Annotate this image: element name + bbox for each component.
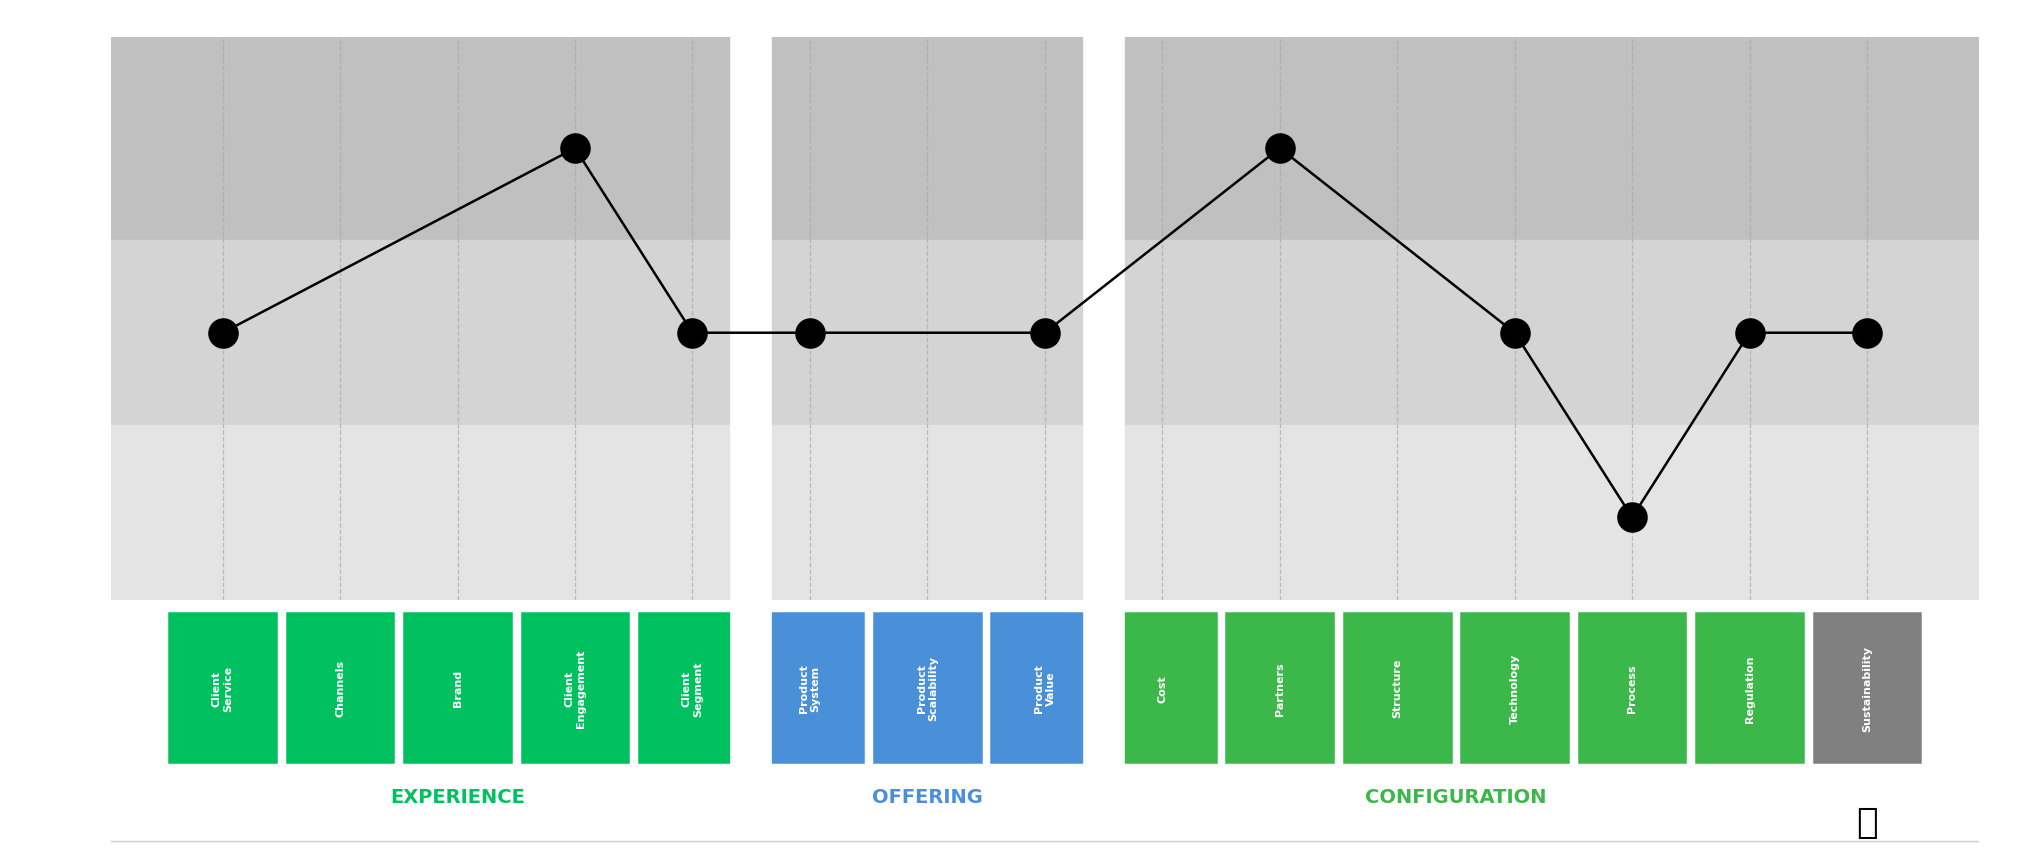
Text: Partners: Partners (1274, 661, 1284, 715)
FancyBboxPatch shape (166, 611, 279, 765)
Text: Sustainability: Sustainability (1862, 645, 1872, 731)
FancyBboxPatch shape (1458, 611, 1571, 765)
FancyBboxPatch shape (870, 611, 983, 765)
FancyBboxPatch shape (1575, 611, 1688, 765)
FancyBboxPatch shape (519, 611, 632, 765)
Text: Cost: Cost (1157, 674, 1167, 702)
Text: EXPERIENCE: EXPERIENCE (390, 787, 525, 806)
Text: Product
Scalability: Product Scalability (917, 655, 939, 721)
FancyBboxPatch shape (753, 611, 866, 765)
Text: Product
Value: Product Value (1034, 664, 1056, 712)
Text: OFFERING: OFFERING (872, 787, 983, 806)
FancyBboxPatch shape (1694, 611, 1805, 765)
Bar (111, 425, 1979, 601)
Text: Regulation: Regulation (1744, 654, 1755, 722)
Text: Client
Engagement: Client Engagement (563, 649, 586, 727)
FancyBboxPatch shape (1811, 611, 1924, 765)
Text: Channels: Channels (335, 659, 345, 717)
Bar (111, 241, 1979, 425)
Text: Structure: Structure (1393, 659, 1403, 717)
Text: Brand: Brand (452, 670, 462, 706)
Text: Product
System: Product System (800, 664, 820, 712)
FancyBboxPatch shape (285, 611, 396, 765)
Text: Client
Service: Client Service (212, 665, 234, 711)
Text: 🌱: 🌱 (1855, 805, 1878, 838)
FancyBboxPatch shape (989, 611, 1100, 765)
FancyBboxPatch shape (402, 611, 515, 765)
FancyBboxPatch shape (636, 611, 749, 765)
Text: Technology: Technology (1510, 653, 1520, 723)
Bar (111, 38, 1979, 241)
Text: Process: Process (1627, 664, 1637, 712)
FancyBboxPatch shape (1224, 611, 1337, 765)
Text: Client
Segment: Client Segment (682, 660, 703, 716)
FancyBboxPatch shape (1341, 611, 1454, 765)
FancyBboxPatch shape (1106, 611, 1219, 765)
Text: CONFIGURATION: CONFIGURATION (1365, 787, 1547, 806)
